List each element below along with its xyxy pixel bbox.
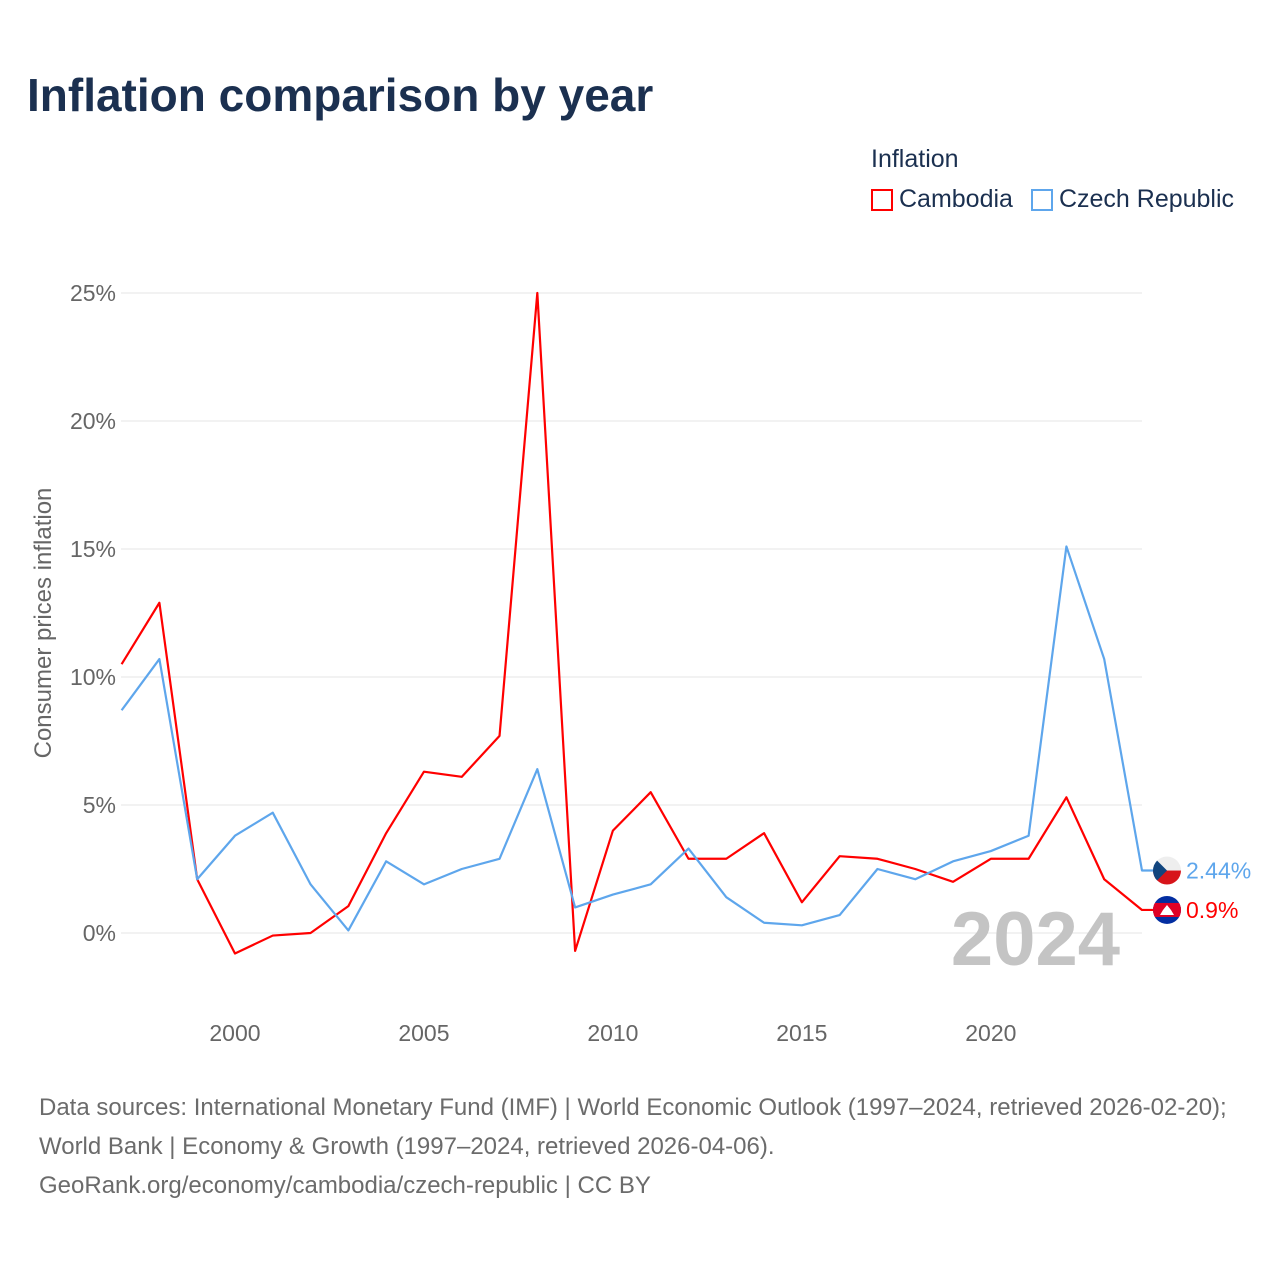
y-tick-label: 20% <box>70 408 116 434</box>
data-sources: Data sources: International Monetary Fun… <box>39 1094 1227 1160</box>
x-tick-label: 2015 <box>776 1020 827 1046</box>
y-tick-label: 25% <box>70 280 116 306</box>
chart-title: Inflation comparison by year <box>27 69 654 121</box>
end-value-label: 0.9% <box>1186 897 1238 923</box>
legend: Cambodia Czech Republic <box>871 185 1234 214</box>
czech-flag-icon <box>1153 856 1181 885</box>
x-tick-label: 2010 <box>587 1020 638 1046</box>
credit-link[interactable]: GeoRank.org/economy/cambodia/czech-repub… <box>39 1172 651 1199</box>
x-tick-label: 2020 <box>965 1020 1016 1046</box>
legend-label: Czech Republic <box>1058 185 1235 213</box>
legend-label: Cambodia <box>899 185 1013 213</box>
y-tick-label: 10% <box>70 664 116 690</box>
y-tick-label: 5% <box>83 792 116 818</box>
end-value-label: 2.44% <box>1186 858 1251 884</box>
y-axis-label: Consumer prices inflation <box>30 488 57 759</box>
legend-item-cambodia[interactable]: Cambodia <box>871 185 1013 214</box>
x-tick-label: 2005 <box>398 1020 449 1046</box>
cambodia-flag-icon <box>1153 895 1181 924</box>
legend-title: Inflation <box>871 145 959 173</box>
plot-area: 0% 5% 10% 15% 20% 25% 2000 2005 2010 2015 2020 Con… <box>30 280 1251 1046</box>
footer: Data sources: International Monetary Fun… <box>39 1088 1249 1205</box>
series-line-czech-republic <box>120 545 1155 932</box>
y-tick-label: 0% <box>83 920 116 946</box>
x-tick-label: 2000 <box>209 1020 260 1046</box>
year-annotation: 2024 <box>951 897 1120 982</box>
series-line-cambodia <box>120 291 1155 955</box>
legend-swatch-cambodia <box>871 188 893 211</box>
legend-item-czech-republic[interactable]: Czech Republic <box>1030 185 1235 214</box>
legend-swatch-czech <box>1030 188 1053 211</box>
y-tick-label: 15% <box>70 536 116 562</box>
